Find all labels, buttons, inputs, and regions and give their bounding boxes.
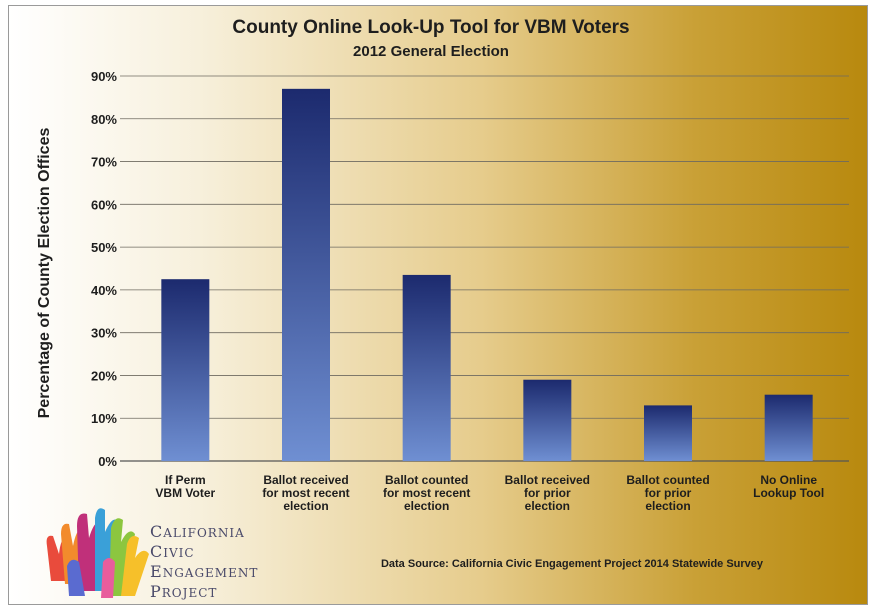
x-axis-categories: If Perm VBM Voter Ballot received for most … <box>155 473 824 513</box>
bar <box>764 394 813 461</box>
y-tick-label: 0% <box>98 454 117 469</box>
bar <box>161 279 210 461</box>
y-axis-ticks: 0% 10% 20% 30% 40% 50% 60% 70% 80% 90% <box>91 69 117 469</box>
y-tick-label: 90% <box>91 69 117 84</box>
bar <box>402 274 451 461</box>
data-source-note: Data Source: California Civic Engagement… <box>381 558 764 570</box>
y-tick-label: 40% <box>91 283 117 298</box>
y-tick-label: 70% <box>91 155 117 170</box>
chart-subtitle: 2012 General Election <box>353 43 509 60</box>
logo-line-2: CIVIC <box>150 542 195 561</box>
chart-frame: County Online Look-Up Tool for VBM Voter… <box>8 5 868 605</box>
y-tick-label: 10% <box>91 411 117 426</box>
x-category-label: Ballot received for most recent election <box>262 473 349 513</box>
bar <box>644 405 692 461</box>
x-category-label: No Online Lookup Tool <box>753 473 824 500</box>
california-civic-engagement-project-logo: CALIFORNIA CIVIC ENGAGEMENT PROJECT <box>46 508 258 601</box>
y-axis-label: Percentage of County Election Offices <box>36 128 53 419</box>
x-category-label: If Perm VBM Voter <box>155 473 215 500</box>
bar <box>282 88 330 461</box>
logo-line-1: CALIFORNIA <box>150 522 245 541</box>
y-tick-label: 30% <box>91 326 117 341</box>
raised-hands-icon <box>46 508 149 598</box>
x-category-label: Ballot received for prior election <box>505 473 590 513</box>
bars <box>161 88 813 461</box>
gridlines <box>120 75 849 462</box>
logo-line-3: ENGAGEMENT <box>150 562 258 581</box>
x-category-label: Ballot counted for prior election <box>626 473 709 513</box>
bar <box>523 379 572 461</box>
bar-chart: County Online Look-Up Tool for VBM Voter… <box>36 17 849 601</box>
chart-title: County Online Look-Up Tool for VBM Voter… <box>232 17 629 38</box>
y-tick-label: 60% <box>91 197 117 212</box>
x-category-label: Ballot counted for most recent election <box>383 473 470 513</box>
y-tick-label: 80% <box>91 112 117 127</box>
y-tick-label: 20% <box>91 368 117 383</box>
logo-line-4: PROJECT <box>150 582 217 601</box>
y-tick-label: 50% <box>91 240 117 255</box>
